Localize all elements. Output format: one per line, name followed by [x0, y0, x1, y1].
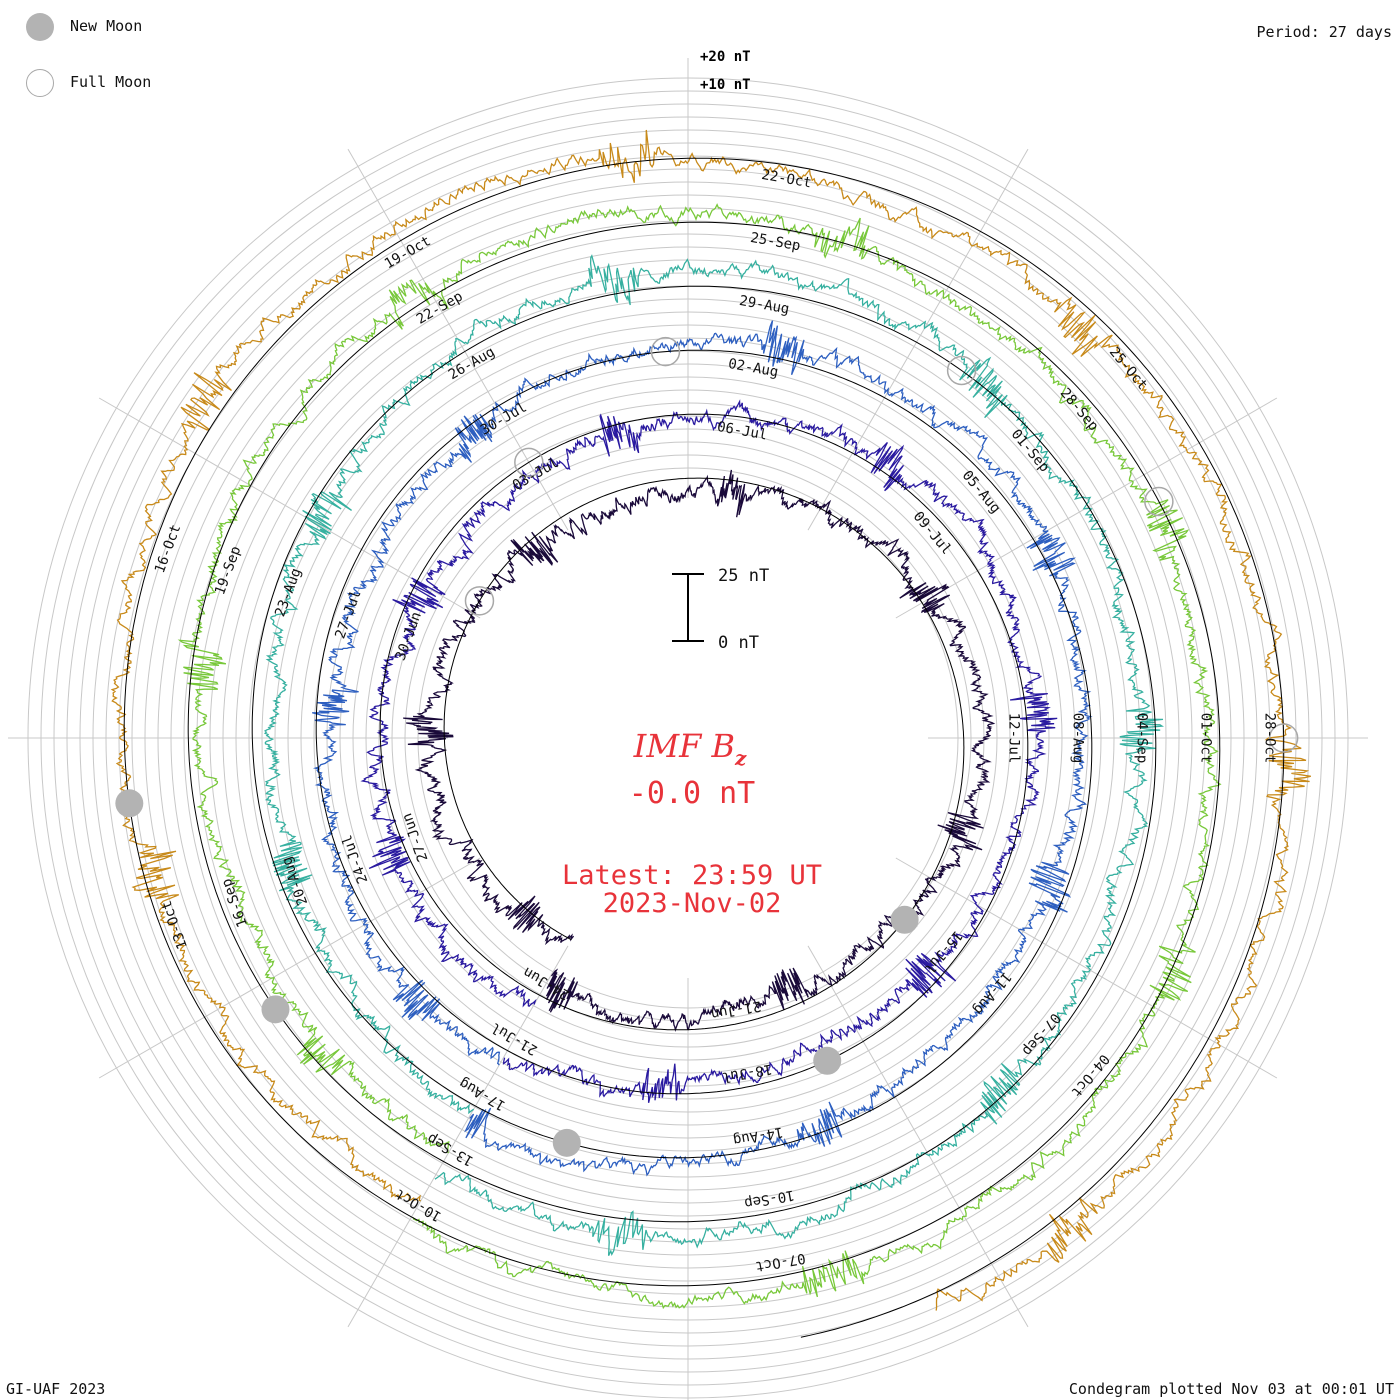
date-label: 27-Jun: [399, 811, 431, 864]
full-moon-marker: [1144, 486, 1174, 517]
chart-title-subscript: z: [734, 746, 747, 770]
date-label: 24-Jul: [339, 833, 371, 886]
full-moon-marker: [946, 355, 977, 386]
date-label: 25-Oct: [1106, 344, 1151, 393]
date-label: 27-Jul: [332, 588, 364, 641]
date-label: 28-Oct: [1262, 713, 1278, 764]
date-label: 25-Sep: [749, 230, 802, 255]
full-moon-marker: [1268, 723, 1299, 753]
trace-turn-2: [360, 399, 1058, 1103]
chart-title-main: IMF B: [633, 727, 735, 765]
latest-date: 2023-Nov-02: [603, 888, 782, 919]
chart-title: IMF Bz: [633, 727, 747, 770]
date-label: 13-Sep: [425, 1130, 477, 1169]
grid-spoke: [807, 148, 1029, 531]
latest-time: Latest: 23:59 UT: [562, 860, 822, 891]
new-moon-marker: [890, 905, 919, 934]
scale-bar-bottom-label: 0 nT: [718, 633, 759, 653]
date-label: 19-Sep: [212, 544, 244, 597]
current-value: -0.0 nT: [629, 776, 755, 811]
date-label: 08-Aug: [1070, 713, 1086, 764]
date-label: 30-Jun: [393, 610, 425, 663]
baseline-spiral-path: [123, 157, 1285, 1338]
scale-bar: 25 nT 0 nT: [672, 566, 769, 653]
full-moon-icon: [26, 69, 54, 97]
full-moon-marker: [650, 336, 681, 367]
date-label: 01-Oct: [1198, 713, 1214, 764]
new-moon-marker: [115, 789, 144, 818]
period-label: Period: 27 days: [1256, 23, 1392, 41]
radial-scale-labels: +20 nT +10 nT: [700, 49, 751, 93]
date-label: 18-Jul: [721, 1060, 774, 1085]
grid-spoke: [98, 857, 481, 1079]
new-moon-marker: [261, 995, 290, 1024]
date-label: 04-Sep: [1134, 713, 1150, 764]
date-label: 01-Sep: [1008, 426, 1053, 475]
date-label: 23-Aug: [272, 566, 304, 619]
new-moon-marker: [813, 1046, 842, 1075]
date-label: 10-Sep: [743, 1186, 796, 1211]
date-label: 21-Jun: [710, 997, 763, 1022]
date-label: 07-Oct: [754, 1250, 807, 1275]
radial-label-10nt: +10 nT: [700, 77, 751, 93]
scale-bar-top-label: 25 nT: [718, 566, 769, 586]
full-moon-label: Full Moon: [70, 73, 152, 91]
new-moon-marker: [552, 1128, 581, 1157]
trace-turn-3: [312, 320, 1093, 1177]
footer-credit: GI-UAF 2023: [6, 1380, 106, 1398]
grid-spoke: [347, 945, 569, 1328]
new-moon-icon: [26, 13, 54, 41]
moon-markers: [115, 336, 1299, 1157]
grid-spoke: [895, 857, 1278, 1079]
trace-turn-4: [263, 254, 1165, 1256]
full-moon-marker: [514, 447, 544, 478]
date-label: 20-Aug: [279, 854, 311, 907]
new-moon-label: New Moon: [70, 17, 143, 35]
date-label: 14-Aug: [732, 1123, 785, 1148]
date-label: 12-Jul: [1006, 713, 1022, 764]
baseline-spiral: [123, 157, 1285, 1338]
trace-turn-6: [110, 129, 1311, 1311]
full-moon-marker: [464, 586, 495, 616]
date-label: 19-Oct: [382, 233, 434, 272]
grid-rings: [8, 58, 1368, 1400]
radial-label-20nt: +20 nT: [700, 49, 751, 65]
data-traces: [110, 129, 1311, 1311]
trace-turn-1: [403, 469, 996, 1033]
date-label: 13-Oct: [159, 898, 191, 951]
footer-plot-time: Condegram plotted Nov 03 at 00:01 UT: [1068, 1380, 1394, 1398]
trace-turn-5: [177, 203, 1222, 1310]
date-label: 28-Sep: [1057, 385, 1102, 434]
date-label: 29-Aug: [738, 293, 791, 318]
date-label: 04-Oct: [1068, 1051, 1113, 1100]
date-label: 26-Aug: [446, 344, 498, 383]
